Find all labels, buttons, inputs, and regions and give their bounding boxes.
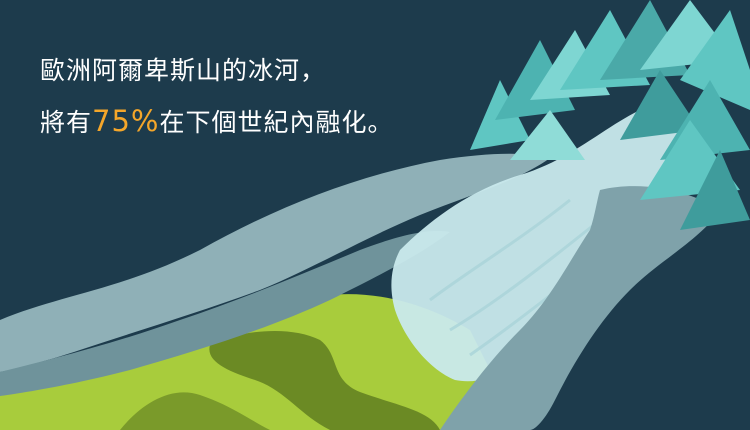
headline-line-2-end: 在下個世紀內融化。: [159, 108, 394, 137]
glacier-ice: [391, 107, 693, 382]
meadow-dark-patch-2: [120, 392, 270, 430]
highlight-percentage: 75%: [92, 104, 160, 138]
right-rock-ridge: [440, 186, 720, 430]
mountain-peaks: [470, 0, 750, 230]
left-rock-ridge: [0, 153, 550, 372]
headline-line-2-start: 將有: [40, 108, 93, 137]
headline-line-2: 將有75%在下個世紀內融化。: [40, 96, 394, 148]
headline-line-1: 歐洲阿爾卑斯山的冰河，: [40, 56, 327, 85]
left-rock-ridge-shadow: [0, 230, 450, 396]
headline: 歐洲阿爾卑斯山的冰河， 將有75%在下個世紀內融化。: [40, 46, 394, 148]
meadow-dark-patch: [209, 330, 440, 430]
